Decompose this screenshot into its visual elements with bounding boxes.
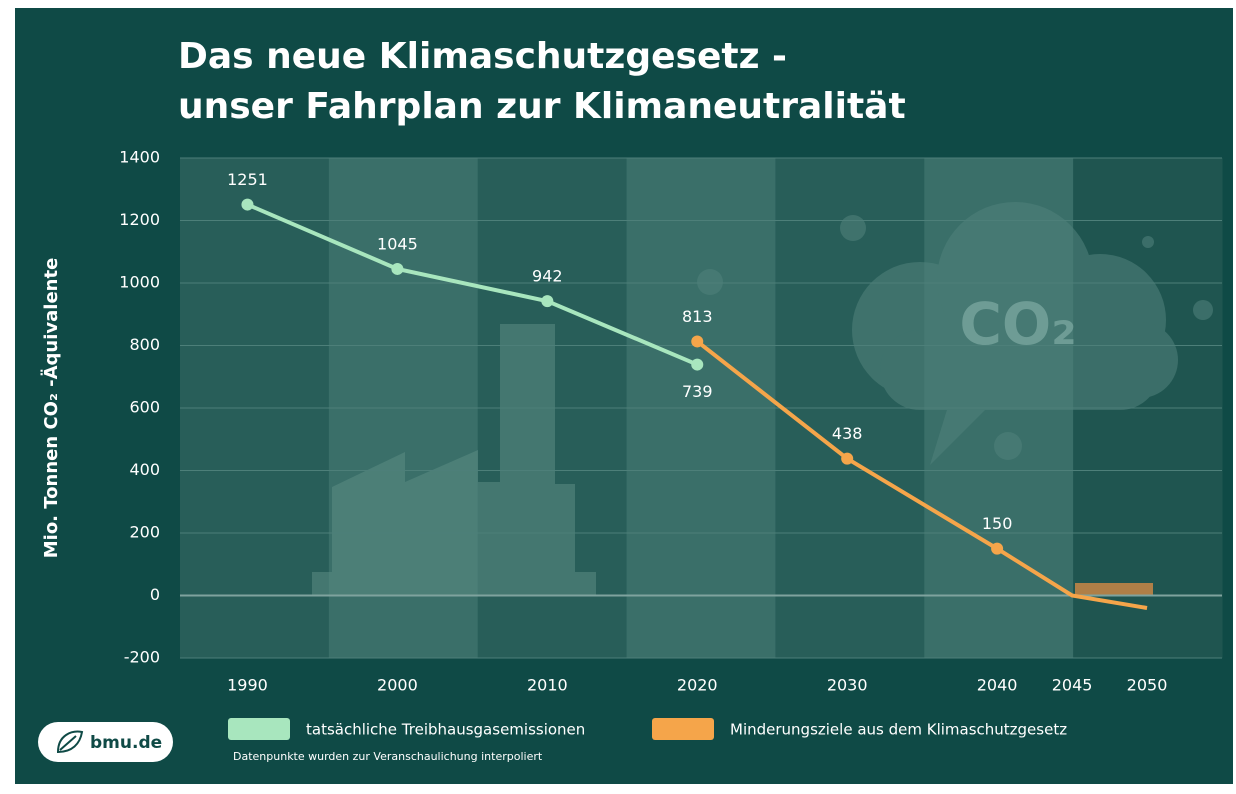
legend-label: Minderungsziele aus dem Klimaschutzgeset… <box>730 721 1067 739</box>
x-tick-label: 1990 <box>227 676 268 695</box>
x-tick-label: 2045 <box>1052 676 1093 695</box>
y-tick-label: 1200 <box>119 210 160 229</box>
data-label: 438 <box>832 424 863 443</box>
y-tick-label: 1400 <box>119 148 160 167</box>
x-tick-label: 2020 <box>677 676 718 695</box>
x-tick-label: 2010 <box>527 676 568 695</box>
point <box>691 358 704 371</box>
y-axis-title: Mio. Tonnen CO₂ -Äquivalente <box>40 258 62 559</box>
point <box>841 452 854 465</box>
factory-decoration <box>312 324 596 596</box>
point <box>241 198 254 211</box>
logo-icon <box>56 730 84 754</box>
x-tick-label: 2040 <box>977 676 1018 695</box>
data-label: 1045 <box>377 234 418 253</box>
data-label: 739 <box>682 382 713 401</box>
logo: bmu.de <box>90 733 162 753</box>
y-tick-label: 600 <box>129 398 160 417</box>
co2-decoration: CO₂ <box>959 290 1076 358</box>
y-tick-label: 0 <box>150 585 160 604</box>
chart-title: Das neue Klimaschutzgesetz - <box>178 36 787 77</box>
chart-title: unser Fahrplan zur Klimaneutralität <box>178 86 906 127</box>
legend-swatch <box>652 718 714 740</box>
y-tick-label: 1000 <box>119 273 160 292</box>
y-tick-label: 400 <box>129 460 160 479</box>
target-decoration <box>1075 583 1153 596</box>
y-tick-label: -200 <box>124 648 160 667</box>
data-label: 150 <box>982 514 1013 533</box>
cloud-decoration <box>697 202 1213 465</box>
line <box>246 202 699 367</box>
legend-swatch <box>228 718 290 740</box>
y-tick-label: 800 <box>129 335 160 354</box>
point <box>991 542 1004 555</box>
data-label: 942 <box>532 267 563 286</box>
point <box>691 335 704 348</box>
legend-label: tatsächliche Treibhausgasemissionen <box>306 721 585 739</box>
point <box>541 295 554 308</box>
point <box>391 262 404 275</box>
x-tick-label: 2050 <box>1127 676 1168 695</box>
y-tick-label: 200 <box>129 523 160 542</box>
data-label: 1251 <box>227 170 268 189</box>
x-tick-label: 2030 <box>827 676 868 695</box>
note: Datenpunkte wurden zur Veranschaulichung… <box>233 750 543 763</box>
data-label: 813 <box>682 307 713 326</box>
x-tick-label: 2000 <box>377 676 418 695</box>
